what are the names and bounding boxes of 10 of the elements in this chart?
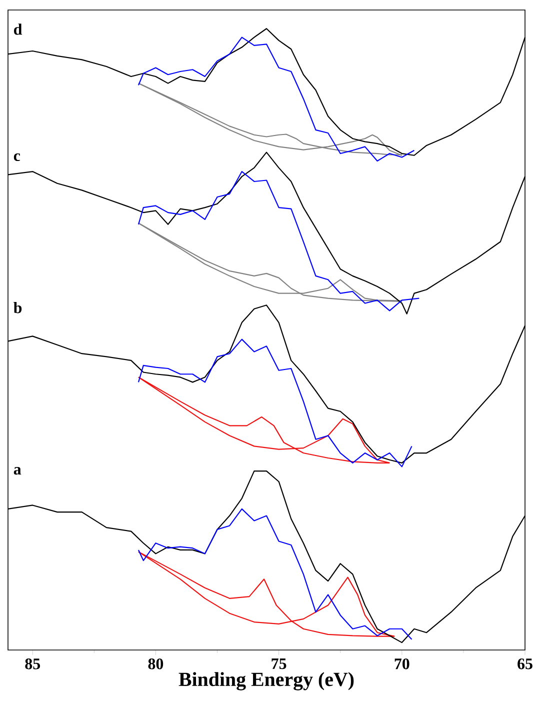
annotation: d	[14, 24, 22, 35]
x-tick-label: 70	[394, 658, 410, 670]
x-axis-title: Binding Energy (eV)	[178, 672, 354, 690]
annotation: b	[13, 302, 22, 314]
x-tick-label: 85	[25, 658, 40, 670]
x-tick-label: 65	[517, 658, 532, 670]
annotation: a	[14, 466, 21, 475]
annotation: c	[14, 153, 20, 162]
x-tick-label: 80	[148, 658, 163, 670]
x-tick-label: 75	[272, 658, 286, 670]
